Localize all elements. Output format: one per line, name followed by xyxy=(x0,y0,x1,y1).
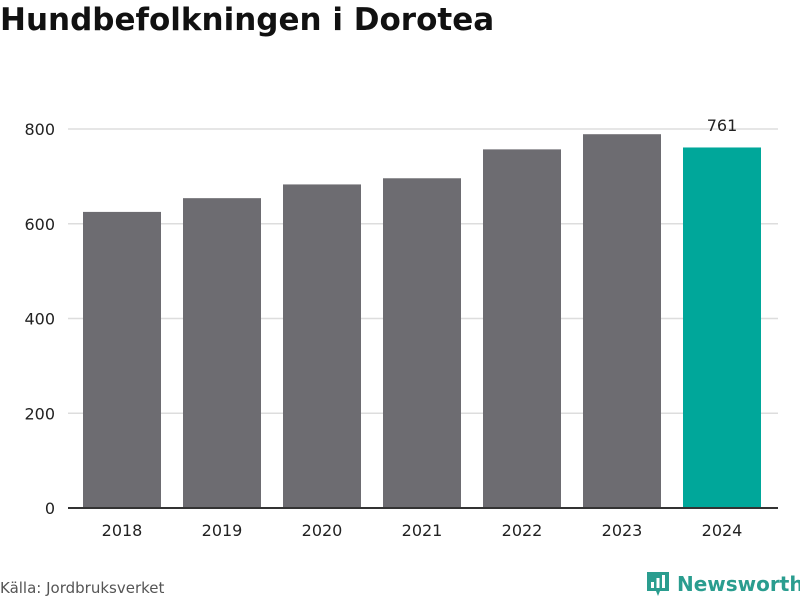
y-tick-label: 400 xyxy=(24,310,55,329)
bar-2022 xyxy=(483,149,561,508)
x-tick-label: 2021 xyxy=(402,521,443,540)
y-tick-label: 600 xyxy=(24,215,55,234)
x-tick-label: 2019 xyxy=(202,521,243,540)
y-axis-ticks: 0 200 400 600 800 xyxy=(24,120,55,518)
x-tick-label: 2020 xyxy=(302,521,343,540)
y-tick-label: 200 xyxy=(24,404,55,423)
bar-2023 xyxy=(583,134,661,508)
bar-2019 xyxy=(183,198,261,509)
source-note: Källa: Jordbruksverket xyxy=(0,579,165,597)
x-tick-label: 2024 xyxy=(702,521,743,540)
bar-2024 xyxy=(683,147,761,508)
newsworthy-logo-icon xyxy=(647,572,669,596)
data-label: 761 xyxy=(707,116,738,135)
brand-name: Newsworthy xyxy=(677,572,800,596)
bars xyxy=(83,134,761,509)
x-tick-label: 2023 xyxy=(602,521,643,540)
x-tick-label: 2022 xyxy=(502,521,543,540)
x-tick-label: 2018 xyxy=(102,521,143,540)
y-tick-label: 0 xyxy=(45,499,55,518)
brand-logo: Newsworthy xyxy=(645,570,800,598)
bar-2020 xyxy=(283,184,361,508)
data-labels: 761 xyxy=(707,116,738,135)
chart-title: Hundbefolkningen i Dorotea xyxy=(0,2,495,38)
x-axis-ticks: 2018 2019 2020 2021 2022 2023 2024 xyxy=(102,521,743,540)
bar-2021 xyxy=(383,178,461,508)
y-tick-label: 800 xyxy=(24,120,55,139)
bar-2018 xyxy=(83,211,161,508)
